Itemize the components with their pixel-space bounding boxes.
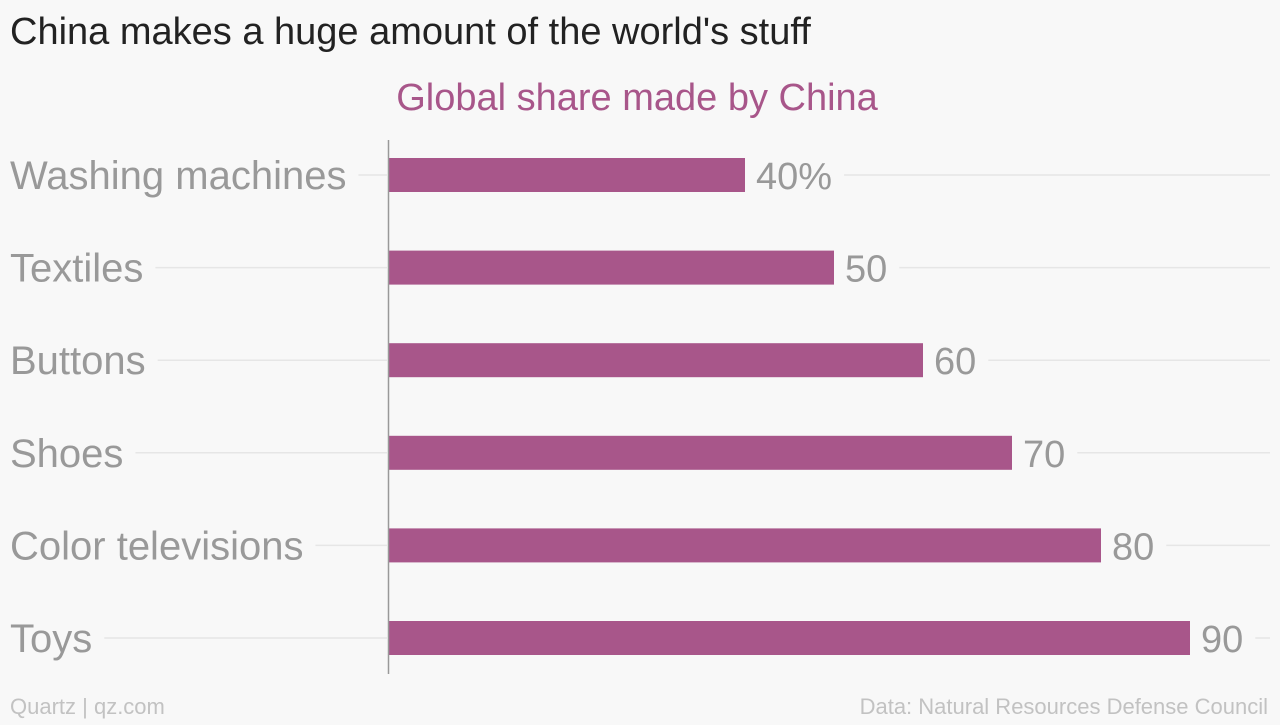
category-label: Washing machines [10, 154, 346, 198]
value-label: 90 [1201, 619, 1243, 661]
footer-source-right: Data: Natural Resources Defense Council [860, 694, 1268, 719]
category-label: Buttons [10, 339, 146, 383]
category-labels: Washing machines Textiles Buttons Shoes Colo… [10, 154, 346, 661]
category-label: Textiles [10, 247, 143, 291]
bar [389, 158, 745, 192]
chart-subtitle: Global share made by China [396, 77, 878, 119]
category-label: Toys [10, 617, 92, 661]
category-label: Shoes [10, 432, 123, 476]
chart-title: China makes a huge amount of the world's… [10, 11, 811, 53]
footer-source-left: Quartz | qz.com [10, 694, 165, 719]
bar [389, 621, 1190, 655]
category-label: Color televisions [10, 524, 303, 568]
bar [389, 250, 834, 285]
value-label: 80 [1112, 526, 1154, 568]
value-label: 50 [845, 249, 887, 291]
value-labels: 40% 50 60 70 80 90 [756, 156, 1243, 661]
value-label: 40% [756, 156, 832, 198]
value-label: 70 [1023, 434, 1065, 476]
bar [389, 528, 1101, 563]
bar [389, 343, 923, 378]
value-label: 60 [934, 341, 976, 383]
gridlines [104, 174, 1270, 639]
bars [389, 158, 1190, 655]
bar [389, 435, 1012, 470]
